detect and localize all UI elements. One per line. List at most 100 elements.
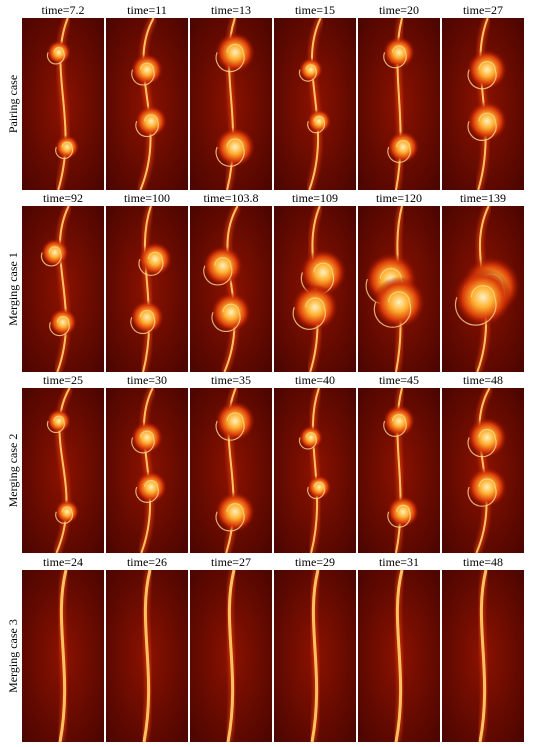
simulation-panel	[106, 570, 188, 742]
vortex-spiral	[131, 62, 155, 86]
filament	[477, 18, 489, 190]
vortex-core	[454, 268, 512, 327]
vortex-core	[215, 32, 256, 73]
panel-time: time=92	[43, 191, 83, 205]
vortex-spiral	[467, 61, 497, 90]
vortex-spiral	[215, 412, 245, 441]
vortex-spiral	[383, 414, 407, 437]
vortex-spiral	[211, 303, 241, 333]
filament	[57, 18, 69, 190]
panel-time: time=48	[463, 373, 503, 387]
panel-time: time=100	[124, 191, 170, 205]
panel-time: time=20	[379, 3, 419, 17]
vortex-spiral	[307, 115, 326, 134]
vortex-spiral	[203, 257, 233, 286]
vortex-core	[298, 57, 323, 82]
vortex-spiral	[131, 430, 155, 454]
row-label: Merging case 3	[6, 619, 20, 693]
vortex-spiral	[387, 504, 411, 528]
panel-time: time=27	[211, 555, 251, 569]
filament	[475, 388, 491, 553]
filament	[308, 18, 322, 190]
vortex-spiral	[383, 45, 407, 69]
vortex-core	[202, 245, 243, 286]
vortex-spiral	[40, 246, 62, 267]
vortex-spiral	[307, 481, 326, 500]
vortex-spiral	[467, 112, 497, 141]
simulation-panel	[442, 206, 524, 372]
vortex-spiral	[138, 251, 164, 276]
panel-time: time=29	[295, 555, 335, 569]
filament	[226, 570, 236, 742]
vortex-core	[55, 135, 80, 159]
filament	[55, 388, 71, 553]
vortex-spiral	[130, 309, 156, 335]
simulation-panel	[358, 570, 440, 742]
simulation-panel	[442, 18, 524, 190]
vortex-spiral	[215, 138, 245, 167]
simulation-panel	[358, 388, 440, 553]
vortex-core	[300, 249, 347, 296]
filament	[142, 570, 152, 742]
vortex-spiral	[49, 316, 70, 337]
panel-time: time=13	[211, 3, 251, 17]
filament	[310, 388, 320, 553]
vortex-core	[307, 475, 332, 499]
vortex-spiral	[215, 43, 245, 73]
vortex-spiral	[135, 114, 159, 138]
vortex-core	[467, 417, 508, 458]
vortex-core	[131, 53, 163, 86]
vortex-core	[467, 49, 508, 90]
simulation-panel	[190, 206, 272, 372]
filament	[142, 206, 152, 372]
simulation-panel	[190, 570, 272, 742]
panel-time: time=31	[379, 555, 419, 569]
panel-time: time=25	[43, 373, 83, 387]
vortex-core	[467, 101, 508, 142]
panel-time: time=109	[292, 191, 338, 205]
simulation-panel	[22, 18, 104, 190]
vortex-spiral	[298, 432, 317, 450]
vortex-core	[215, 491, 256, 532]
vortex-core	[40, 238, 69, 267]
row-label: Merging case 2	[6, 434, 20, 508]
row-label: Merging case 1	[6, 252, 20, 326]
vortex-spiral	[135, 480, 159, 503]
panel-time: time=30	[127, 373, 167, 387]
panel-time: time=103.8	[203, 191, 258, 205]
vortex-core	[46, 409, 71, 433]
simulation-panel	[190, 18, 272, 190]
simulation-panel	[190, 388, 272, 553]
vortex-spiral	[298, 64, 317, 82]
vortex-spiral	[467, 478, 497, 507]
vortex-core	[135, 105, 168, 138]
row-label: Pairing case	[6, 75, 20, 133]
vortex-core	[135, 471, 168, 503]
filament	[478, 570, 488, 742]
vortex-core	[387, 495, 420, 528]
panel-time: time=7.2	[41, 3, 84, 17]
vortex-core	[467, 467, 508, 507]
panel-time: time=15	[295, 3, 335, 17]
simulation-panel	[106, 388, 188, 553]
panel-time: time=139	[460, 191, 506, 205]
vortex-spiral	[373, 291, 412, 328]
vortex-core	[130, 300, 164, 335]
vortex-spiral	[454, 285, 497, 326]
vortex-core	[373, 276, 425, 329]
filament	[140, 388, 154, 553]
vortex-spiral	[292, 297, 326, 330]
panel-time: time=27	[463, 3, 503, 17]
simulation-panel	[106, 206, 188, 372]
simulation-panel	[106, 18, 188, 190]
filament	[310, 570, 320, 742]
vortex-spiral	[467, 428, 497, 458]
filament	[58, 570, 68, 742]
simulation-panel	[22, 206, 104, 372]
vortex-core	[55, 499, 80, 524]
vortex-core	[46, 40, 71, 65]
vortex-spiral	[215, 503, 245, 532]
simulation-panel	[358, 18, 440, 190]
filament	[56, 206, 70, 372]
